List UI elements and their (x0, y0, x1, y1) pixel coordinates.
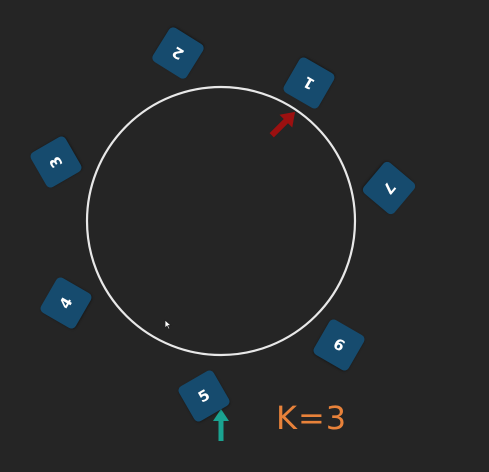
k-value-label: K=3 (276, 399, 348, 437)
tile-6-label: 6 (330, 334, 349, 355)
tile-2-label: 2 (168, 43, 187, 64)
tile-5-label: 5 (194, 385, 213, 406)
tile-3-label: 3 (45, 153, 66, 172)
circle-ring (85, 85, 357, 357)
tile-4-label: 4 (55, 293, 76, 312)
end-arrow-icon (213, 409, 229, 441)
tile-1-label: 1 (299, 73, 318, 94)
tile-7-label: 7 (379, 178, 400, 199)
start-arrow-icon (269, 111, 296, 138)
mouse-pointer-icon (164, 319, 173, 330)
